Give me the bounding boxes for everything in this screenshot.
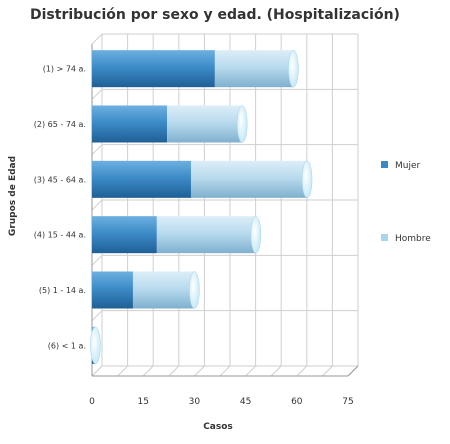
x-tick-labels: 0 15 30 45 60 75 <box>89 397 354 407</box>
legend-label-hombre: Hombre <box>395 234 431 244</box>
floor-gridline <box>322 365 333 377</box>
floor-gridline <box>296 365 308 377</box>
bar-hombre-3 <box>190 160 308 198</box>
x-tick-label: 45 <box>240 397 251 407</box>
category-label: (6) < 1 a. <box>48 341 86 350</box>
bar-mujer-1 <box>92 50 215 88</box>
x-tick-label: 30 <box>189 397 201 407</box>
x-axis-title: Casos <box>203 422 233 432</box>
grid <box>91 33 359 377</box>
bar-end-cap <box>301 160 313 199</box>
legend-swatch-hombre <box>381 234 388 241</box>
floor-edge <box>347 365 359 377</box>
bar-end-cap <box>288 49 299 88</box>
category-label: (5) 1 - 14 a. <box>39 286 86 295</box>
legend-label-mujer: Mujer <box>395 161 421 171</box>
bar-mujer-4 <box>92 216 157 254</box>
floor-gridline <box>194 365 205 377</box>
floor-gridline <box>117 365 128 377</box>
chart-title: Distribución por sexo y edad. (Hospitali… <box>30 7 400 23</box>
side-gridline <box>91 310 103 322</box>
floor-gridline <box>270 365 282 377</box>
side-gridline <box>91 33 103 45</box>
bar-hombre-1 <box>214 50 294 88</box>
bar-mujer-5 <box>92 271 133 309</box>
x-tick-label: 60 <box>291 397 303 407</box>
side-gridline <box>91 199 103 211</box>
floor-gridline <box>245 365 256 377</box>
category-labels: (1) > 74 a. (2) 65 - 74 a. (3) 45 - 64 a. (… <box>34 65 86 351</box>
x-tick-label: 0 <box>89 397 95 407</box>
floor-gridline <box>219 365 231 377</box>
legend: Mujer Hombre <box>381 161 431 244</box>
side-gridline <box>91 365 103 377</box>
bar-end-cap <box>90 326 101 365</box>
x-tick-label: 15 <box>137 397 148 407</box>
category-label: (4) 15 - 44 a. <box>34 231 86 240</box>
floor-gridline <box>142 365 154 377</box>
side-gridline <box>91 88 103 100</box>
bar-hombre-5 <box>132 271 195 309</box>
bar-mujer-2 <box>92 105 168 143</box>
bar-end-cap <box>236 105 248 143</box>
legend-swatch-mujer <box>381 161 388 168</box>
y-axis-title: Grupos de Edad <box>8 156 18 236</box>
side-gridline <box>91 144 103 156</box>
bar-hombre-4 <box>156 216 256 254</box>
category-label: (1) > 74 a. <box>43 65 86 74</box>
bar-mujer-3 <box>92 160 191 198</box>
bars <box>90 49 313 365</box>
x-tick-label: 75 <box>342 397 353 407</box>
bar-hombre-2 <box>167 105 243 143</box>
bar-end-cap <box>250 215 262 254</box>
category-label: (3) 45 - 64 a. <box>34 175 86 184</box>
floor-gridline <box>168 365 180 377</box>
category-label: (2) 65 - 74 a. <box>34 120 86 129</box>
bar-end-cap <box>189 271 200 309</box>
side-gridline <box>91 254 103 266</box>
